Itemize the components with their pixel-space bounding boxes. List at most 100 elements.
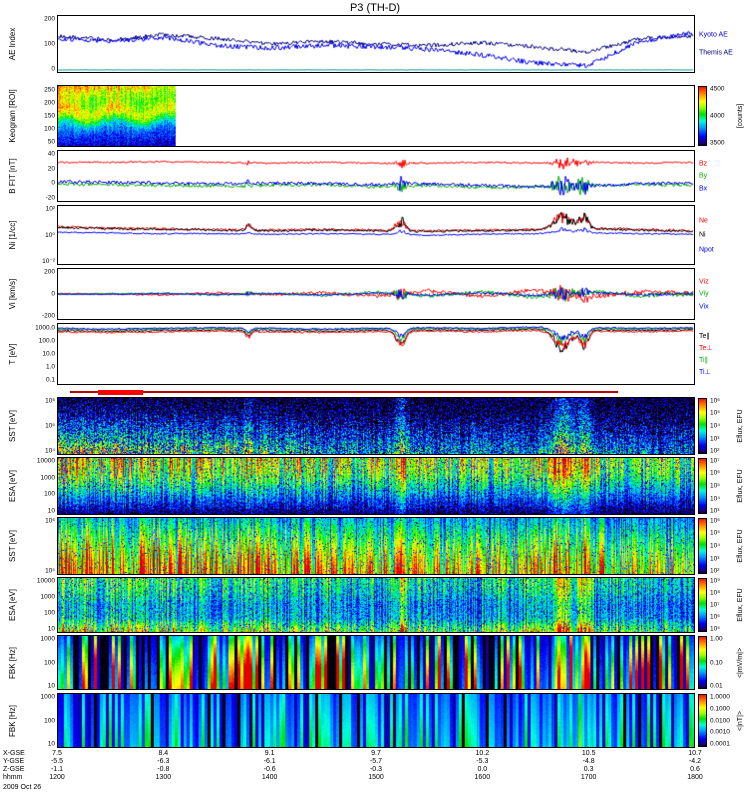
- bottom-axis-row: hhmm 1200 1300 1400 1500 1600 1700 1800: [0, 774, 750, 782]
- panel-esa_elec: ESA [eV] 10000 1000 100 10 10⁹ 10⁸ 10⁷ 10⁶ 10⁵ Efl…: [8, 577, 744, 633]
- y-tick-label: 100: [44, 717, 55, 724]
- y-axis-label: SST [eV]: [8, 530, 17, 562]
- bottom-axis-value: -0.8: [157, 766, 170, 773]
- y-tick-label: 200: [44, 99, 55, 107]
- keogram-canvas: [58, 86, 694, 146]
- y-tick-label: 1000: [40, 635, 55, 643]
- mode-bar: [57, 389, 695, 395]
- y-tick-label: 1000: [40, 474, 55, 482]
- y-tick-label: 10.0: [42, 350, 55, 358]
- y-tick-label: 1000: [40, 693, 55, 701]
- bottom-axis-value: -4.2: [688, 758, 702, 765]
- keogram-colorbar-canvas: [699, 87, 706, 145]
- y-axis-label: ESA [eV]: [8, 469, 17, 503]
- bottom-axis-value: -5.3: [476, 758, 489, 765]
- bottom-axis-value: 7.5: [52, 750, 62, 757]
- bottom-axis-value: 10.7: [688, 750, 702, 757]
- bottom-axis-row: Y-GSE -5.5 -6.3 -6.1 -5.7 -5.3 -4.8 -4.2: [0, 758, 750, 766]
- y-tick-label: -200: [41, 312, 55, 320]
- bottom-axis-value: 0.3: [583, 766, 594, 773]
- colorbar-tick-label: 0.01: [710, 682, 723, 690]
- series-label: Kyoto AE: [699, 31, 728, 39]
- sst_ion-colorbar-canvas: [699, 399, 706, 453]
- y-tick-label: 100: [44, 125, 55, 133]
- bottom-axis-row-label: Z-GSE: [3, 766, 25, 773]
- y-tick-label: -20: [45, 194, 55, 202]
- series-label: Viz: [699, 278, 709, 285]
- colorbar-unit-label: <|mV/m|>: [737, 647, 744, 678]
- colorbar-tick-label: 10⁴: [710, 422, 721, 430]
- esa_ion-colorbar-canvas: [699, 459, 706, 513]
- bottom-axis-value: 9.7: [371, 750, 381, 757]
- bottom-axis-row: X-GSE 7.5 8.4 9.1 9.7 10.2 10.5 10.7: [0, 750, 750, 758]
- colorbar-tick-label: 10⁴: [710, 495, 721, 503]
- colorbar-tick-label: 0.0010: [710, 728, 730, 736]
- bottom-axis: X-GSE 7.5 8.4 9.1 9.7 10.2 10.5 10.7 Y-GSE -5.5 -6…: [0, 750, 750, 800]
- panel-fbk_e: FBK [Hz] 1000 100 10 1.00 0.10 0.01 <|mV/m|>: [8, 635, 744, 690]
- series-label: Npot: [699, 246, 714, 253]
- y-tick-label: 20: [47, 165, 55, 173]
- bottom-axis-row-label: Y-GSE: [3, 758, 25, 765]
- colorbar-tick-label: 10⁶: [710, 517, 720, 525]
- y-tick-label: 0: [51, 290, 55, 298]
- colorbar: [698, 578, 707, 632]
- fbk_e-canvas: [58, 636, 694, 689]
- series-label: Te∥: [699, 333, 710, 340]
- colorbar-tick-label: 10³: [710, 507, 720, 515]
- esa_elec-colorbar-canvas: [699, 579, 706, 631]
- sst_elec-colorbar-canvas: [699, 519, 706, 573]
- panel-vi: Vi [km/s] 200 0 -200 Viz Viy Vix: [8, 268, 709, 320]
- y-axis-label: SST [eV]: [8, 410, 17, 442]
- y-tick-label: 10: [47, 682, 55, 690]
- bottom-axis-value: -6.1: [263, 758, 276, 765]
- panel-temp: T [eV] 1000.0 100.0 10.0 1.0 0.1 Te∥ Te⊥ Ti∥ Ti⊥: [8, 323, 713, 385]
- bottom-axis-value: 1800: [687, 774, 703, 781]
- y-tick-label: 250: [44, 86, 55, 94]
- colorbar-tick-label: 4000: [710, 112, 725, 120]
- colorbar-unit-label: Eflux, EFU: [737, 409, 744, 443]
- bottom-axis-value: -5.5: [50, 758, 64, 765]
- series-label: Ti⊥: [699, 369, 711, 376]
- y-axis-label: Vi [km/s]: [8, 278, 17, 310]
- colorbar-tick-label: 3500: [710, 139, 725, 147]
- y-tick-label: 100: [44, 40, 55, 48]
- colorbar-tick-label: 10⁵: [710, 409, 720, 417]
- bottom-axis-value: 0.6: [690, 766, 700, 773]
- series-label: Ni: [699, 231, 706, 239]
- sst_ion-canvas: [58, 398, 694, 454]
- series-label: Bx: [699, 185, 708, 192]
- y-tick-label: 200: [44, 15, 55, 23]
- colorbar-tick-label: 1.00: [710, 635, 723, 643]
- colorbar-tick-label: 10²: [710, 447, 720, 455]
- colorbar: [698, 86, 707, 146]
- colorbar-tick-label: 10⁵: [710, 625, 720, 633]
- series-label: Viy: [699, 290, 709, 298]
- bottom-axis-value: -6.3: [157, 758, 170, 765]
- bottom-axis-value: 1700: [580, 774, 597, 781]
- bottom-axis-value: -0.6: [263, 766, 276, 773]
- y-tick-label: 10⁶: [45, 397, 55, 405]
- y-axis-label: FBK [Hz]: [8, 704, 17, 737]
- temp-canvas: [58, 324, 694, 384]
- esa_ion-canvas: [58, 458, 694, 514]
- colorbar-tick-label: 10²: [710, 567, 720, 575]
- y-tick-label: 10²: [45, 205, 55, 213]
- panel-esa_ion: ESA [eV] 10000 1000 100 10 10⁷ 10⁶ 10⁵ 10⁴ 10³ Efl…: [8, 457, 744, 515]
- series-label: Bz: [699, 160, 708, 167]
- panel-ae: AE Index 200 100 0 Kyoto AE Themis AE: [8, 15, 733, 73]
- bottom-axis-value: 1400: [261, 774, 278, 781]
- colorbar-unit-label: Eflux, EFU: [737, 469, 744, 503]
- colorbar-tick-label: 10⁶: [710, 613, 720, 621]
- panel-sst_ion: SST [eV] 10⁶ 10⁵ 10⁴ 10⁶ 10⁵ 10⁴ 10³ 10² Eflux, E…: [8, 397, 744, 455]
- bottom-axis-value: 0.0: [477, 766, 488, 773]
- mode-bar-segment: [69, 391, 619, 393]
- y-tick-label: 40: [47, 150, 55, 158]
- y-tick-label: 10: [47, 740, 55, 748]
- panel-fbk_b: FBK [Hz] 1000 100 10 1.0000 0.1000 0.0100 0.001…: [8, 693, 744, 748]
- y-tick-label: 50: [47, 138, 55, 146]
- y-tick-label: 100: [44, 659, 55, 666]
- y-tick-label: 10⁶: [45, 517, 55, 525]
- y-tick-label: 10⁴: [44, 447, 55, 455]
- bottom-axis-row: Z-GSE -1.1 -0.8 -0.6 -0.3 0.0 0.3 0.6: [0, 766, 750, 774]
- y-tick-label: 100: [44, 609, 55, 617]
